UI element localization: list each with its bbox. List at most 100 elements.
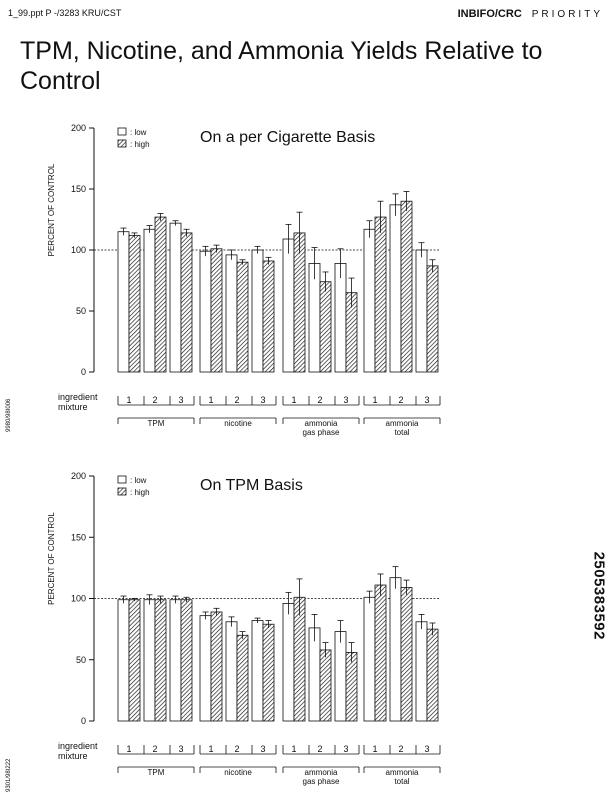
bar-low [199,615,212,722]
bar-high [128,234,141,373]
legend-label-high: : high [130,140,150,149]
page-title: TPM, Nicotine, and Ammonia Yields Relati… [20,37,543,95]
bar-low [251,249,264,373]
bar-high [128,599,141,722]
bar-high [293,596,306,722]
group-label: total [394,777,409,786]
bar-low [169,222,182,373]
group-label: nicotine [224,419,252,428]
bar-low [282,603,295,722]
bar-low [363,596,376,722]
bar-low [389,577,402,722]
mixture-label: 3 [343,395,348,405]
mixture-label: 1 [291,395,296,405]
bar-high [400,200,413,373]
y-tick-label: 150 [71,532,86,542]
bar-high [210,248,223,373]
mixture-label: 3 [260,744,265,754]
mixture-label: 2 [317,744,322,754]
legend-swatch-low [117,475,127,484]
legend-label-low: : low [130,128,147,137]
y-tick-label: 50 [76,655,86,665]
mixture-label: 3 [260,395,265,405]
mixture-label: 1 [208,395,213,405]
bar-high [154,216,167,373]
bar-high [374,216,387,373]
y-axis-label: PERCENT OF CONTROL [47,512,56,605]
group-label: TPM [148,419,165,428]
bar-low [415,249,428,373]
mixture-label: 2 [234,395,239,405]
y-tick-label: 150 [71,184,86,194]
chart-title: On a per Cigarette Basis [200,129,375,146]
bar-high [293,232,306,373]
mixture-label: 3 [178,744,183,754]
y-tick-label: 100 [71,245,86,255]
group-label: ammonia [386,419,419,428]
legend-swatch-low [117,127,127,136]
mixture-label: 3 [424,395,429,405]
bar-low [389,204,402,373]
mixture-label: 2 [152,395,157,405]
mixture-label: 2 [398,395,403,405]
group-label: total [394,428,409,437]
bar-low [251,620,264,722]
row-label: ingredient [58,392,98,402]
bar-high [400,587,413,722]
y-tick-label: 200 [71,123,86,133]
bar-high [345,652,358,722]
bar-high [262,260,275,373]
group-label: gas phase [303,777,340,786]
y-tick-label: 100 [71,594,86,604]
bar-high [236,261,249,373]
mixture-label: 3 [178,395,183,405]
bar-low [415,621,428,722]
priority-label: PRIORITY [531,9,603,20]
row-label: mixture [58,751,88,761]
bar-low [225,621,238,722]
group-label: nicotine [224,768,252,777]
bar-low [225,254,238,373]
mixture-label: 1 [372,744,377,754]
bar-low [117,599,130,722]
bar-low [308,627,321,722]
bar-low [143,599,156,722]
bar-high [180,232,193,373]
group-label: ammonia [305,768,338,777]
bar-low [117,231,130,373]
bar-low [363,228,376,373]
legend-label-low: : low [130,476,147,485]
bar-high [154,599,167,722]
mixture-label: 1 [372,395,377,405]
bar-high [426,265,439,373]
y-tick-label: 200 [71,471,86,481]
document-ref: 1_99.ppt P -/3283 KRU/CST [8,8,122,18]
group-label: TPM [148,768,165,777]
mixture-label: 1 [126,744,131,754]
bar-high [210,611,223,722]
legend-swatch-high [117,487,127,496]
bar-low [282,238,295,373]
y-tick-label: 0 [81,367,86,377]
group-label: ammonia [386,768,419,777]
mixture-label: 1 [208,744,213,754]
mixture-label: 3 [424,744,429,754]
bar-low [143,228,156,373]
y-tick-label: 50 [76,306,86,316]
bar-low [308,263,321,373]
bar-low [199,250,212,373]
bar-high [262,623,275,722]
mixture-label: 1 [291,744,296,754]
mixture-label: 2 [152,744,157,754]
bar-high [319,281,332,373]
bar-high [180,599,193,722]
chart-title: On TPM Basis [200,477,303,494]
legend-swatch-high [117,139,127,148]
legend-label-high: : high [130,488,150,497]
bar-high [374,584,387,722]
group-label: gas phase [303,428,340,437]
mixture-label: 2 [317,395,322,405]
row-label: mixture [58,402,88,412]
bar-high [426,628,439,722]
